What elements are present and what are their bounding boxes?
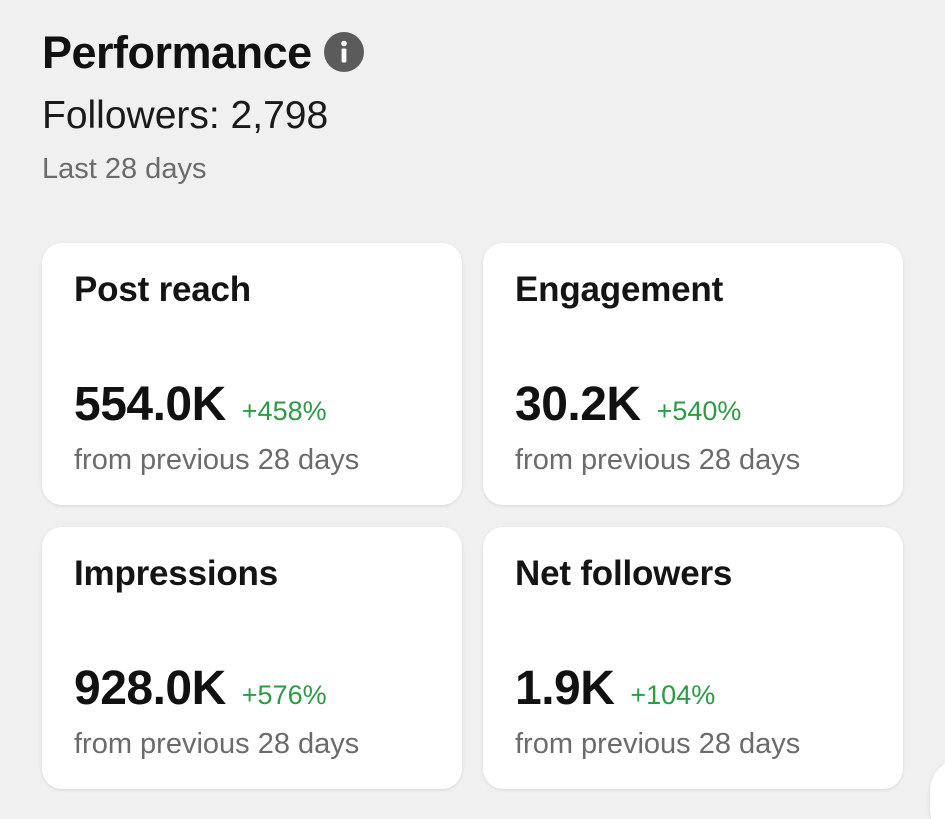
metric-card-engagement[interactable]: Engagement 30.2K +540% from previous 28 … xyxy=(483,243,903,505)
info-icon[interactable] xyxy=(323,32,364,72)
metric-value-row: 928.0K +576% xyxy=(74,665,327,713)
info-glyph xyxy=(340,40,347,63)
performance-header: Performance Followers: 2,798 Last 28 day… xyxy=(42,22,364,186)
metric-card-impressions[interactable]: Impressions 928.0K +576% from previous 2… xyxy=(42,527,462,789)
partial-floating-button[interactable] xyxy=(930,760,945,819)
metric-value-row: 554.0K +458% xyxy=(74,381,327,429)
metric-value: 928.0K xyxy=(74,662,226,715)
title-row: Performance xyxy=(42,22,364,82)
page-title: Performance xyxy=(42,26,312,78)
date-range-label: Last 28 days xyxy=(42,152,207,185)
metric-value-row: 30.2K +540% xyxy=(515,381,741,429)
metric-card-post-reach[interactable]: Post reach 554.0K +458% from previous 28… xyxy=(42,243,462,505)
metric-comparison-text: from previous 28 days xyxy=(515,444,801,476)
metric-change-badge: +540% xyxy=(656,396,742,426)
metric-value: 1.9K xyxy=(515,662,615,715)
metric-label: Engagement xyxy=(515,270,724,309)
metric-label: Post reach xyxy=(74,270,251,309)
metric-value-row: 1.9K +104% xyxy=(515,665,715,713)
metric-change-badge: +104% xyxy=(630,680,716,710)
metric-value: 30.2K xyxy=(515,378,641,431)
metric-change-badge: +458% xyxy=(241,396,327,426)
followers-count: Followers: 2,798 xyxy=(42,94,329,137)
metric-comparison-text: from previous 28 days xyxy=(515,728,801,760)
metric-label: Net followers xyxy=(515,554,733,593)
metric-comparison-text: from previous 28 days xyxy=(74,444,360,476)
metric-label: Impressions xyxy=(74,554,278,593)
metric-change-badge: +576% xyxy=(241,680,327,710)
metric-comparison-text: from previous 28 days xyxy=(74,728,360,760)
metric-value: 554.0K xyxy=(74,378,226,431)
metric-card-net-followers[interactable]: Net followers 1.9K +104% from previous 2… xyxy=(483,527,903,789)
